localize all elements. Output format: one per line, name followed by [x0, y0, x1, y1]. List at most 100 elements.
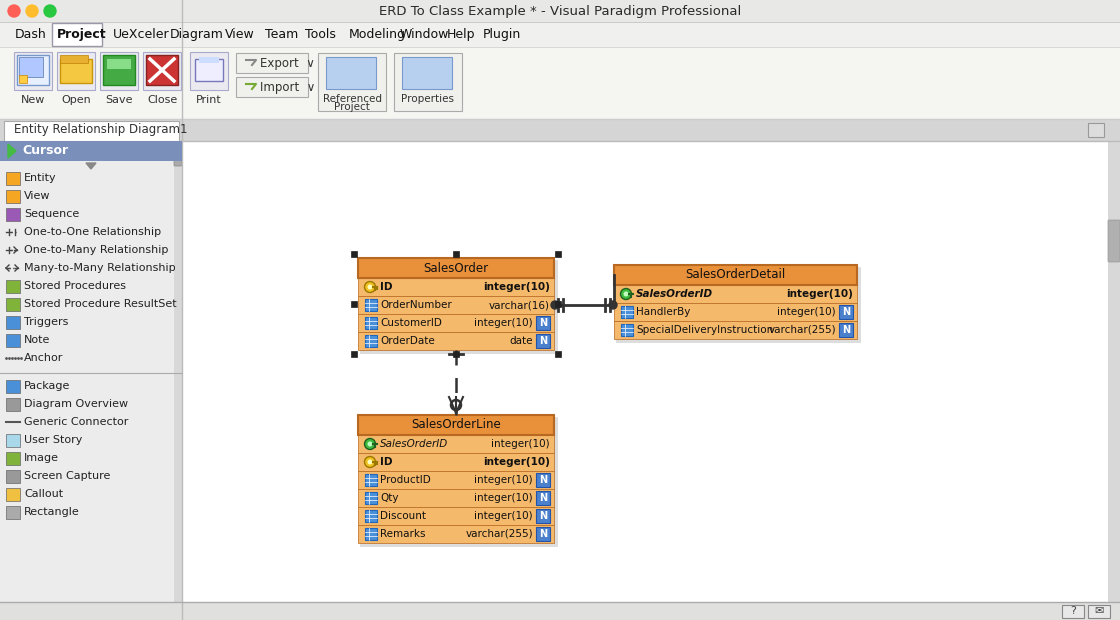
Text: integer(10): integer(10) — [475, 511, 533, 521]
Text: N: N — [539, 336, 547, 346]
Text: Window: Window — [400, 28, 449, 41]
Circle shape — [609, 301, 617, 309]
Text: Sequence: Sequence — [24, 209, 80, 219]
Text: ID: ID — [380, 457, 392, 467]
FancyBboxPatch shape — [536, 491, 550, 505]
Text: OrderNumber: OrderNumber — [380, 300, 451, 310]
Text: Many-to-Many Relationship: Many-to-Many Relationship — [24, 263, 176, 273]
FancyBboxPatch shape — [108, 59, 131, 69]
FancyBboxPatch shape — [1088, 605, 1110, 618]
FancyBboxPatch shape — [839, 323, 853, 337]
FancyBboxPatch shape — [60, 55, 88, 63]
FancyBboxPatch shape — [358, 332, 554, 350]
FancyBboxPatch shape — [614, 265, 857, 285]
FancyBboxPatch shape — [351, 351, 357, 357]
Text: varchar(16): varchar(16) — [489, 300, 550, 310]
Circle shape — [44, 5, 56, 17]
Circle shape — [367, 441, 373, 446]
FancyBboxPatch shape — [57, 52, 95, 90]
Text: N: N — [539, 475, 547, 485]
Circle shape — [364, 281, 375, 293]
Text: Callout: Callout — [24, 489, 63, 499]
Circle shape — [26, 5, 38, 17]
Text: Screen Capture: Screen Capture — [24, 471, 111, 481]
Text: SalesOrder: SalesOrder — [423, 262, 488, 275]
FancyBboxPatch shape — [0, 141, 181, 161]
Text: UeXceler: UeXceler — [113, 28, 169, 41]
FancyBboxPatch shape — [6, 280, 20, 293]
Text: N: N — [539, 529, 547, 539]
Text: View: View — [24, 191, 50, 201]
Text: Tools: Tools — [305, 28, 336, 41]
Text: N: N — [842, 307, 850, 317]
FancyBboxPatch shape — [358, 314, 554, 332]
FancyBboxPatch shape — [0, 22, 1120, 47]
FancyBboxPatch shape — [556, 351, 561, 357]
FancyBboxPatch shape — [174, 144, 181, 166]
FancyBboxPatch shape — [143, 52, 181, 90]
Text: ?: ? — [1070, 606, 1076, 616]
FancyBboxPatch shape — [536, 527, 550, 541]
FancyBboxPatch shape — [452, 351, 459, 357]
Text: N: N — [539, 493, 547, 503]
FancyBboxPatch shape — [365, 510, 377, 522]
Polygon shape — [8, 144, 16, 158]
Text: integer(10): integer(10) — [475, 318, 533, 328]
FancyBboxPatch shape — [616, 267, 861, 343]
Text: Remarks: Remarks — [380, 529, 426, 539]
FancyBboxPatch shape — [6, 452, 20, 465]
Text: varchar(255): varchar(255) — [768, 325, 836, 335]
Text: New: New — [21, 95, 45, 105]
Text: Referenced: Referenced — [323, 94, 382, 104]
Text: Generic Connector: Generic Connector — [24, 417, 129, 427]
Text: Dash: Dash — [15, 28, 47, 41]
Circle shape — [8, 5, 20, 17]
Circle shape — [451, 400, 461, 410]
FancyBboxPatch shape — [326, 57, 376, 89]
Text: Properties: Properties — [401, 94, 455, 104]
FancyBboxPatch shape — [190, 52, 228, 90]
Text: Entity Relationship Diagram1: Entity Relationship Diagram1 — [13, 123, 187, 136]
Text: Anchor: Anchor — [24, 353, 64, 363]
Text: Project: Project — [57, 28, 106, 41]
Text: Note: Note — [24, 335, 50, 345]
Text: Diagram Overview: Diagram Overview — [24, 399, 128, 409]
FancyBboxPatch shape — [365, 317, 377, 329]
FancyBboxPatch shape — [358, 507, 554, 525]
FancyBboxPatch shape — [181, 141, 1108, 602]
Text: HandlerBy: HandlerBy — [636, 307, 690, 317]
Circle shape — [624, 291, 628, 296]
FancyBboxPatch shape — [452, 251, 459, 257]
Text: Stored Procedure ResultSet: Stored Procedure ResultSet — [24, 299, 177, 309]
FancyBboxPatch shape — [351, 251, 357, 257]
FancyBboxPatch shape — [620, 306, 633, 318]
FancyBboxPatch shape — [6, 380, 20, 393]
Text: CustomerID: CustomerID — [380, 318, 442, 328]
Text: One-to-Many Relationship: One-to-Many Relationship — [24, 245, 168, 255]
FancyBboxPatch shape — [103, 55, 136, 85]
Text: Diagram: Diagram — [170, 28, 224, 41]
FancyBboxPatch shape — [236, 53, 308, 73]
FancyBboxPatch shape — [0, 141, 181, 602]
FancyBboxPatch shape — [1108, 220, 1120, 262]
Circle shape — [620, 288, 632, 299]
FancyBboxPatch shape — [195, 59, 223, 81]
Text: Import  ∨: Import ∨ — [260, 81, 316, 94]
Circle shape — [551, 301, 559, 309]
FancyBboxPatch shape — [236, 77, 308, 97]
Text: Stored Procedures: Stored Procedures — [24, 281, 125, 291]
FancyBboxPatch shape — [365, 528, 377, 540]
Text: ERD To Class Example * - Visual Paradigm Professional: ERD To Class Example * - Visual Paradigm… — [379, 4, 741, 17]
FancyBboxPatch shape — [358, 415, 554, 435]
FancyBboxPatch shape — [358, 435, 554, 453]
Circle shape — [364, 456, 375, 467]
FancyBboxPatch shape — [6, 172, 20, 185]
FancyBboxPatch shape — [358, 258, 554, 278]
FancyBboxPatch shape — [19, 75, 27, 83]
FancyBboxPatch shape — [0, 47, 1120, 119]
FancyBboxPatch shape — [365, 335, 377, 347]
FancyBboxPatch shape — [1088, 123, 1104, 137]
Text: Open: Open — [62, 95, 91, 105]
FancyBboxPatch shape — [0, 602, 1120, 620]
FancyBboxPatch shape — [536, 509, 550, 523]
